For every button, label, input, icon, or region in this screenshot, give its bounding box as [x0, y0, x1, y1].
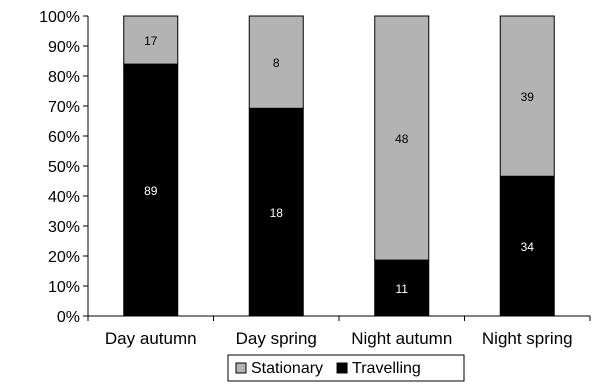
y-tick-label: 90%	[48, 39, 80, 56]
bar-segment-stationary	[248, 15, 304, 109]
bar-segment-stationary	[499, 15, 555, 177]
y-tick-label: 70%	[48, 99, 80, 116]
y-tick-label: 50%	[48, 159, 80, 176]
x-axis: Day autumn Day spring Night autumn Night sp…	[87, 315, 591, 348]
bar-segment-travelling	[499, 175, 555, 317]
data-label: 11	[396, 282, 409, 296]
y-tick-label: 30%	[48, 219, 80, 236]
y-tick-label: 20%	[48, 249, 80, 266]
y-tick-label: 60%	[48, 129, 80, 146]
bar-segment-travelling	[123, 63, 179, 317]
category-label: Day spring	[236, 329, 317, 348]
data-label: 39	[521, 90, 535, 104]
category-label: Night autumn	[351, 329, 452, 348]
legend-swatch-stationary	[235, 362, 247, 374]
y-tick-label: 80%	[48, 69, 80, 86]
y-tick-label: 0%	[57, 309, 80, 326]
data-label: 48	[395, 132, 409, 146]
legend-swatch-travelling	[336, 362, 348, 374]
legend-label-stationary: Stationary	[251, 360, 323, 377]
bar-segment-stationary	[123, 15, 179, 65]
y-tick-label: 40%	[48, 189, 80, 206]
category-label: Night spring	[482, 329, 573, 348]
data-label: 89	[144, 184, 158, 198]
y-tick-label: 10%	[48, 279, 80, 296]
y-axis: 0% 10% 20% 30% 40% 50% 60% 70% 80% 90% 100%	[39, 9, 89, 326]
data-label: 17	[144, 34, 158, 48]
data-label: 34	[521, 240, 535, 254]
bar-segment-stationary	[374, 15, 430, 261]
bars: 89 17 18 8 11 48 34 39	[123, 15, 555, 317]
data-label: 8	[273, 56, 280, 70]
legend-label-travelling: Travelling	[352, 360, 421, 377]
category-label: Day autumn	[105, 329, 197, 348]
data-label: 18	[270, 206, 284, 220]
legend: Stationary Travelling	[227, 354, 465, 382]
y-tick-label: 100%	[39, 9, 80, 26]
